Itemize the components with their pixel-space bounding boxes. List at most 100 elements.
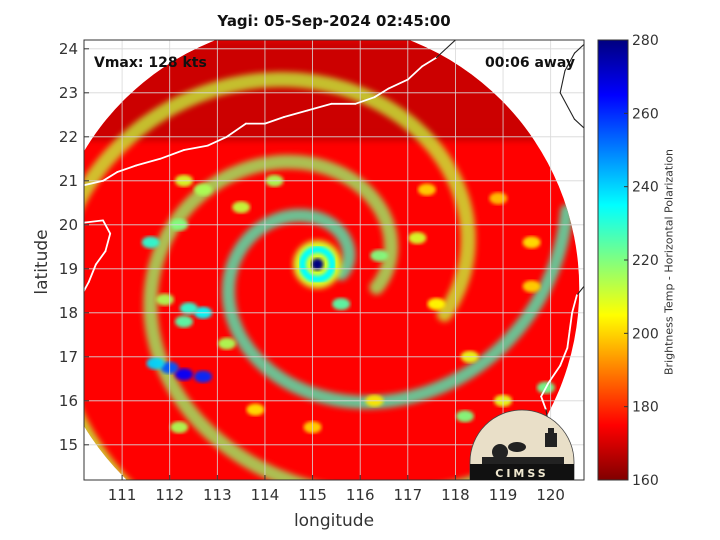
y-tick-label: 24 — [59, 40, 78, 58]
x-tick-label: 117 — [393, 486, 422, 504]
coastline-taiwan — [559, 92, 576, 120]
coastline-hainan — [102, 219, 112, 235]
coastline-hainan — [84, 281, 90, 292]
convective-cell — [141, 236, 160, 249]
convective-cell — [370, 249, 389, 262]
colorbar-tick-label: 260 — [632, 106, 659, 122]
y-tick-label: 21 — [59, 172, 78, 190]
coastline-china — [354, 96, 376, 105]
y-tick-label: 17 — [59, 348, 78, 366]
rainband — [143, 154, 570, 480]
coastline-china — [183, 144, 209, 151]
coastline-luzon — [566, 329, 571, 349]
colorbar-tick-label: 200 — [632, 326, 659, 342]
convective-cell — [246, 403, 265, 416]
x-tick-label: 120 — [536, 486, 565, 504]
coastline-china — [406, 65, 423, 81]
convective-cell — [522, 280, 541, 293]
logo-ground — [482, 457, 564, 464]
y-tick-label: 20 — [59, 216, 78, 234]
convective-cell — [175, 368, 193, 381]
coastline-luzon — [547, 364, 562, 385]
y-tick-label: 22 — [59, 128, 78, 146]
coastline-china — [116, 164, 138, 173]
logo-tower — [545, 433, 557, 447]
coastline-china — [102, 171, 119, 182]
coastline-china — [373, 87, 390, 99]
swath-layer — [84, 40, 580, 480]
logo-dish — [508, 442, 526, 452]
coastline-hainan — [95, 250, 107, 266]
convective-cell — [217, 337, 236, 350]
x-tick-label: 115 — [298, 486, 327, 504]
logo-text: CIMSS — [495, 467, 548, 480]
coastline-china — [283, 109, 309, 118]
colorbar-tick-label: 180 — [632, 400, 659, 416]
x-tick-label: 112 — [155, 486, 184, 504]
convective-cell — [408, 232, 427, 244]
y-tick-label: 15 — [59, 436, 78, 454]
chart-title: Yagi: 05-Sep-2024 02:45:00 — [217, 12, 451, 30]
x-tick-label: 113 — [203, 486, 232, 504]
vmax-annotation: Vmax: 128 kts — [94, 55, 207, 71]
coastline-taiwan — [564, 52, 576, 72]
colorbar-tick-label: 280 — [632, 33, 659, 49]
coastline-taiwan — [559, 70, 566, 94]
eye — [311, 258, 324, 271]
coastline-luzon — [559, 347, 569, 367]
convective-cell — [489, 192, 508, 205]
x-tick-label: 116 — [346, 486, 375, 504]
coastline-hainan — [87, 263, 97, 283]
cimss-logo: CIMSS — [469, 409, 575, 481]
convective-cell — [155, 293, 174, 306]
coastline-luzon — [540, 395, 547, 411]
convective-cell — [455, 410, 474, 423]
eyewall — [298, 245, 336, 283]
convective-cell — [175, 315, 193, 328]
coastline-china — [225, 122, 247, 138]
x-tick-label: 119 — [489, 486, 518, 504]
coastline-china — [306, 102, 333, 112]
coastline-china — [135, 157, 162, 167]
logo-tower — [548, 428, 554, 434]
colorbar-tick-label: 160 — [632, 473, 659, 489]
rainband — [221, 204, 574, 410]
logo-dish — [492, 444, 508, 460]
coastline-hainan — [104, 232, 112, 253]
colorbar-tick-label: 240 — [632, 180, 659, 196]
convective-cell — [427, 298, 446, 310]
convective-cell — [179, 302, 198, 315]
y-tick-label: 16 — [59, 392, 78, 410]
coastline-china — [84, 179, 104, 187]
convective-cell — [232, 201, 251, 214]
axes-frame — [83, 39, 585, 481]
x-axis-label: longitude — [293, 511, 375, 531]
grid-lines — [84, 40, 584, 480]
coastline-taiwan — [573, 43, 584, 54]
coastline-china — [264, 116, 285, 125]
convective-cell — [522, 236, 541, 249]
colorbar — [597, 39, 629, 481]
coastline-luzon — [576, 285, 584, 296]
x-ticks: 111 112 113 114 115 116 117 118 119 120 — [108, 475, 565, 504]
convective-cell — [332, 298, 351, 310]
coastline-taiwan — [573, 118, 584, 129]
coastline-china — [387, 78, 409, 90]
coastline-china — [421, 56, 438, 68]
convective-cell — [194, 183, 213, 196]
colorbar-ticks: 160 180 200 220 240 260 280 — [624, 33, 659, 489]
coastline-china — [206, 135, 228, 147]
logo-band — [470, 464, 574, 480]
x-tick-label: 114 — [251, 486, 280, 504]
coastline-hainan — [84, 219, 104, 224]
x-tick-label: 111 — [108, 486, 137, 504]
convective-cell — [170, 421, 189, 434]
convective-cell — [417, 183, 436, 196]
coastline-luzon — [571, 294, 578, 314]
y-tick-label: 23 — [59, 84, 78, 102]
colorbar-tick-label: 220 — [632, 253, 659, 269]
time-away-annotation: 00:06 away — [485, 55, 575, 71]
y-ticks: 15 16 17 18 19 20 21 22 23 24 — [59, 40, 89, 454]
convective-cell — [194, 370, 213, 383]
x-tick-label: 118 — [441, 486, 470, 504]
